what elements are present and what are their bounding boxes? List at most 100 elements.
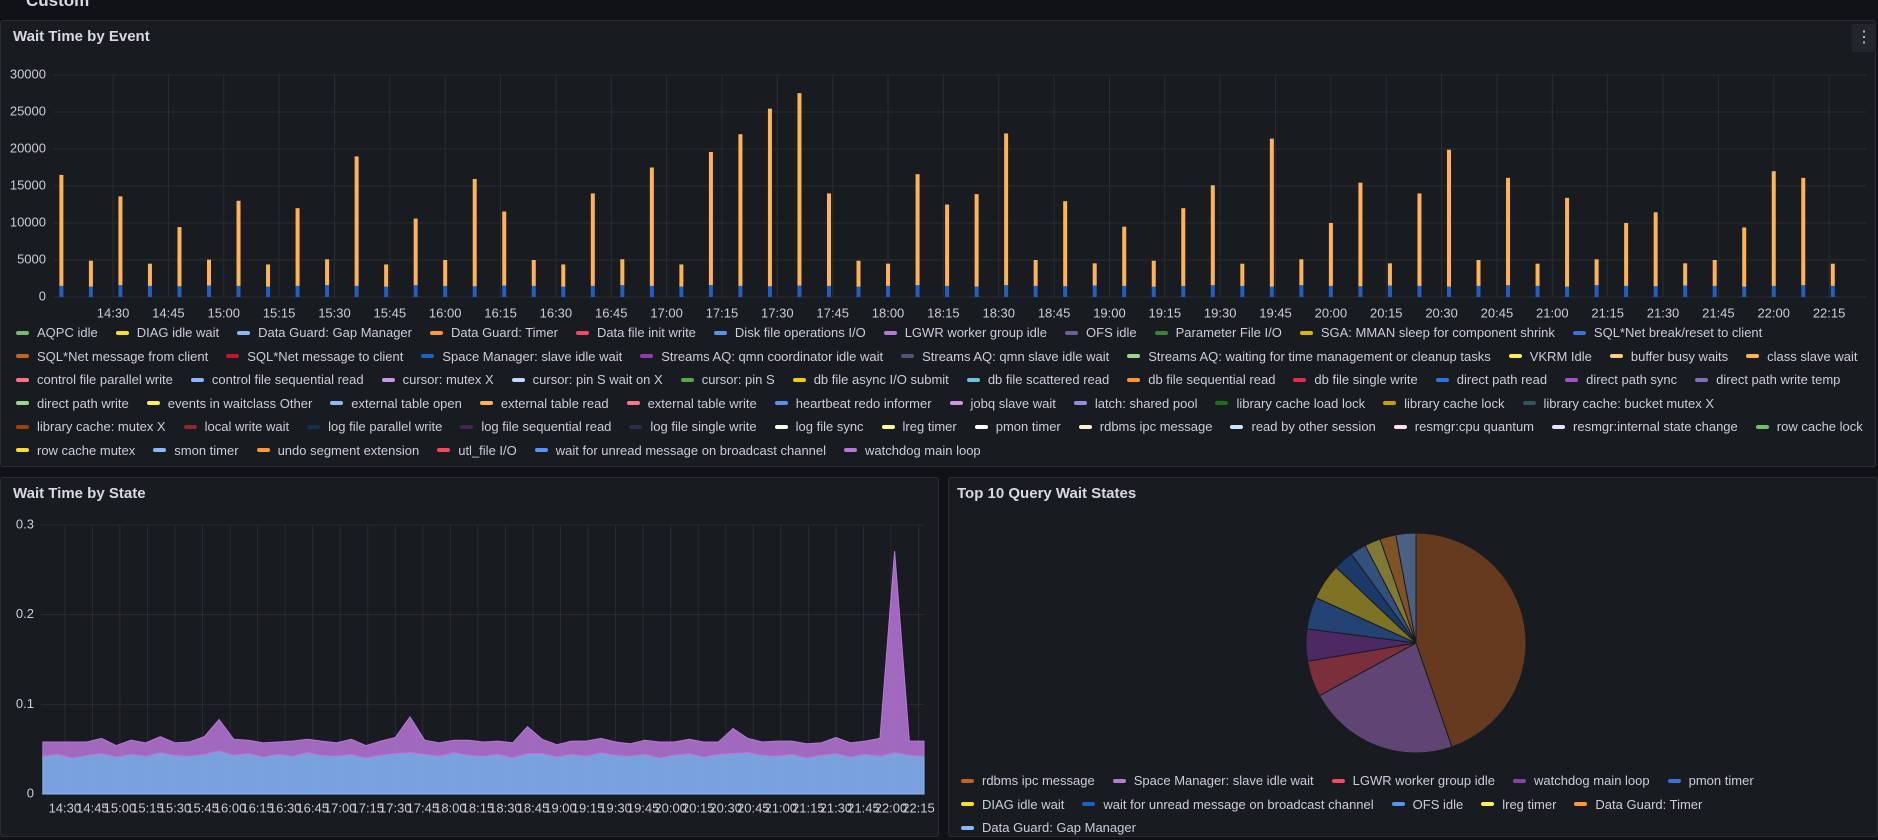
bar	[1535, 285, 1540, 297]
x-tick-label: 19:30	[599, 800, 632, 815]
bar	[413, 285, 418, 297]
y-tick-label: 0.3	[16, 516, 34, 531]
x-tick-label: 19:45	[627, 800, 660, 815]
bar	[1063, 286, 1068, 297]
bar	[797, 93, 802, 286]
legend-swatch	[680, 377, 694, 382]
legend-label: Data Guard: Timer	[1595, 796, 1703, 812]
bar	[443, 260, 448, 286]
legend-swatch	[961, 778, 974, 783]
x-tick-label: 17:00	[324, 800, 357, 815]
legend-swatch	[1508, 354, 1522, 359]
panel	[948, 477, 1878, 837]
legend-label: rdbms ipc message	[982, 773, 1095, 788]
bar	[1033, 285, 1038, 297]
x-tick-label: 17:30	[761, 305, 794, 320]
x-tick-label: 16:30	[269, 800, 302, 815]
bar	[1151, 286, 1156, 297]
legend-item: resmgr:cpu quantum	[1393, 415, 1534, 439]
legend-item: row cache mutex	[16, 439, 135, 463]
bar	[708, 285, 713, 297]
x-tick-label: 21:45	[847, 800, 880, 815]
bar	[1830, 285, 1835, 297]
legend-item: Streams AQ: qmn coordinator idle wait	[640, 345, 883, 369]
x-tick-label: 17:15	[706, 305, 739, 320]
bar	[679, 264, 684, 287]
x-tick-label: 21:30	[1647, 305, 1680, 320]
bar	[620, 259, 625, 286]
bar	[472, 178, 477, 287]
legend-item: cursor: pin S	[680, 368, 775, 392]
bar	[1269, 138, 1274, 287]
bar	[1033, 260, 1038, 286]
x-tick-label: 19:15	[1149, 305, 1182, 320]
legend-label: library cache: mutex X	[37, 419, 166, 434]
x-tick-label: 15:15	[263, 305, 296, 320]
bar	[1240, 285, 1245, 297]
legend-label: library cache load lock	[1236, 395, 1366, 411]
legend-label: VKRM Idle	[1529, 348, 1592, 364]
legend-label: wait for unread message on broadcast cha…	[555, 442, 827, 458]
legend-item: pmon timer	[974, 415, 1061, 439]
legend-swatch	[792, 377, 806, 382]
legend-label: utl_file I/O	[458, 442, 517, 458]
panel-menu[interactable]: ⋮	[1852, 24, 1876, 52]
legend-swatch	[966, 377, 980, 382]
x-tick-label: 20:45	[1481, 305, 1514, 320]
legend-swatch	[575, 330, 589, 335]
x-tick-label: 21:45	[1702, 305, 1735, 320]
legend-label: smon timer	[174, 442, 239, 458]
bar	[1742, 286, 1747, 297]
bar	[1565, 197, 1570, 287]
bar	[1594, 285, 1599, 297]
bar	[590, 285, 595, 297]
x-tick-label: 19:45	[1259, 305, 1292, 320]
bar	[1004, 133, 1009, 286]
bar	[1476, 285, 1481, 297]
legend-item: LGWR worker group idle	[1331, 769, 1495, 793]
bar	[826, 193, 831, 286]
legend-swatch	[626, 401, 640, 406]
bar	[767, 286, 772, 297]
legend-swatch	[256, 448, 270, 453]
legend-item: library cache: mutex X	[16, 415, 166, 439]
legend-label: cursor: pin S wait on X	[532, 372, 663, 387]
legend-swatch	[16, 330, 29, 335]
bar	[1299, 285, 1304, 297]
legend-swatch	[1565, 377, 1579, 382]
legend-item: db file sequential read	[1127, 368, 1275, 392]
x-tick-label: 15:30	[159, 800, 192, 815]
legend-item: resmgr:internal state change	[1552, 415, 1738, 439]
bar	[1771, 171, 1776, 286]
legend-swatch	[974, 424, 988, 429]
legend-label: SQL*Net break/reset to client	[1593, 325, 1763, 340]
bar	[1387, 263, 1392, 286]
legend-label: library cache: bucket mutex X	[1543, 395, 1715, 411]
legend-item: library cache: bucket mutex X	[1522, 392, 1715, 416]
bar	[915, 285, 920, 297]
bar	[1565, 286, 1570, 297]
bar	[1683, 263, 1688, 286]
bar	[1624, 285, 1629, 297]
legend-item: direct path read	[1435, 368, 1548, 392]
legend-item: DIAG idle wait	[115, 321, 219, 345]
x-tick-label: 16:45	[296, 800, 329, 815]
bar	[1092, 285, 1097, 297]
legend-label: direct path read	[1456, 372, 1548, 387]
x-tick-label: 18:45	[517, 800, 550, 815]
legend-item: buffer busy waits	[1609, 345, 1728, 369]
x-tick-label: 21:00	[765, 800, 798, 815]
bar	[1122, 285, 1127, 297]
legend-swatch	[1127, 354, 1141, 359]
legend-swatch	[1112, 778, 1126, 783]
legend-label: DIAG idle wait	[982, 796, 1065, 812]
bar	[443, 285, 448, 297]
legend-item: lreg timer	[881, 415, 957, 439]
bar	[1801, 177, 1806, 286]
x-tick-label: 19:00	[1093, 305, 1126, 320]
legend-label: SGA: MMAN sleep for component shrink	[1320, 325, 1555, 340]
bar	[1683, 285, 1688, 297]
y-tick-label: 0	[27, 785, 34, 800]
x-tick-label: 22:00	[1757, 305, 1790, 320]
